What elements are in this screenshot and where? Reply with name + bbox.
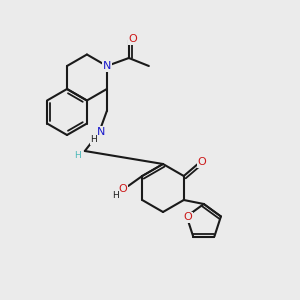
Text: H: H (74, 151, 81, 160)
Text: O: O (197, 157, 206, 167)
Text: O: O (119, 184, 128, 194)
Text: H: H (91, 136, 97, 145)
Text: H: H (112, 190, 119, 200)
Text: O: O (128, 34, 137, 44)
Text: N: N (97, 127, 105, 137)
Text: O: O (183, 212, 192, 222)
Text: N: N (103, 61, 111, 71)
